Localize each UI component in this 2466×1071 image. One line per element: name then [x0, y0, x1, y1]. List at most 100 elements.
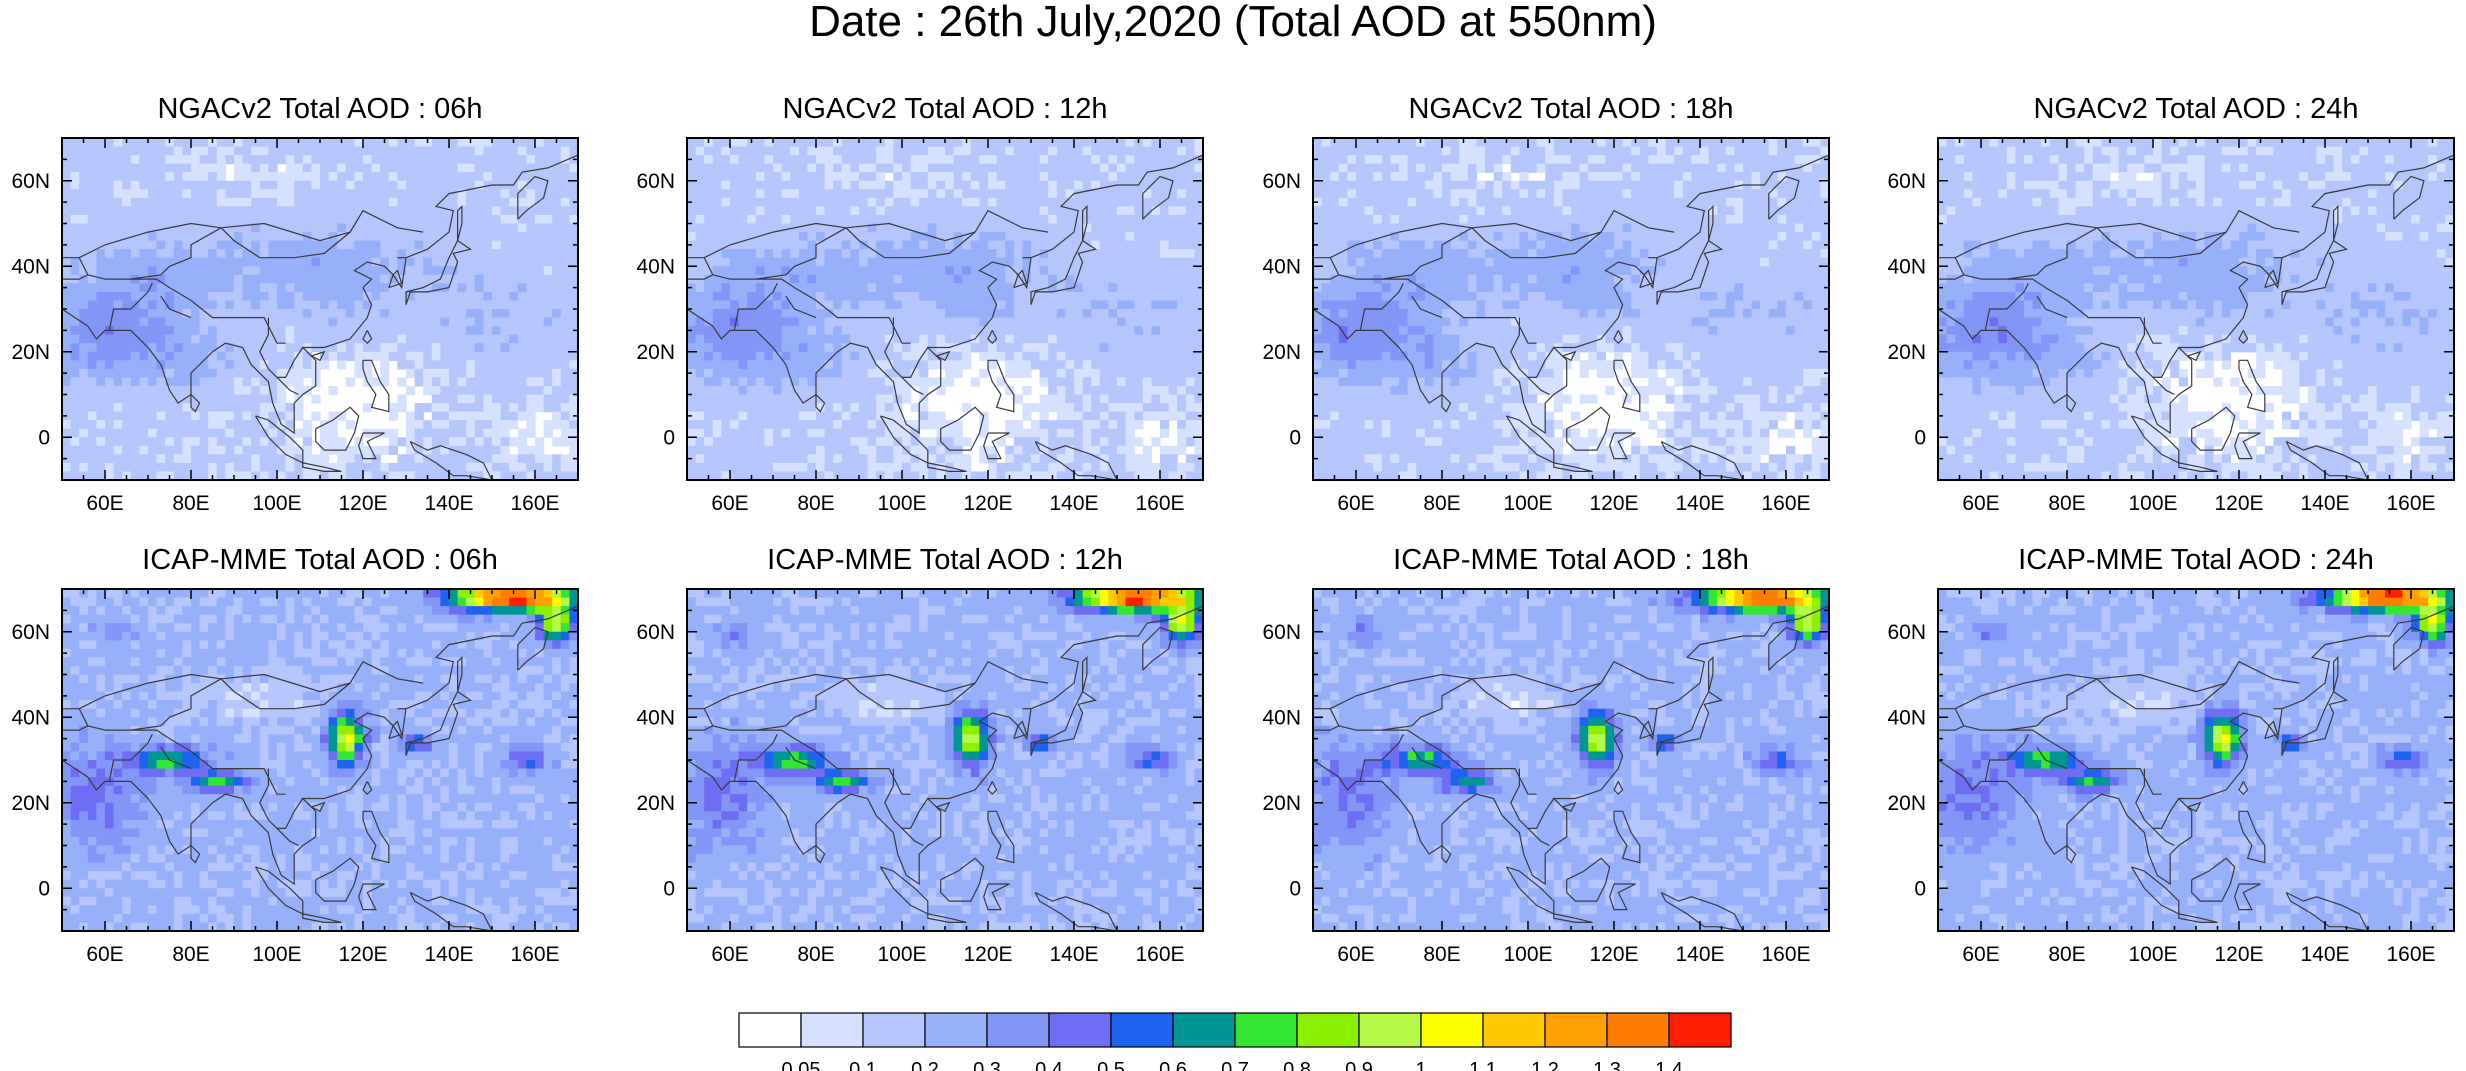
lon-tick-label: 60E: [86, 943, 123, 966]
lat-tick-label: 20N: [11, 792, 50, 815]
panel-title: NGACv2 Total AOD : 18h: [1408, 93, 1734, 125]
aod-field: [687, 138, 1203, 480]
lat-tick-label: 0: [663, 426, 675, 449]
lon-tick-label: 140E: [1049, 943, 1098, 966]
colorbar-swatch: [1606, 1012, 1670, 1048]
colorbar-label: 1.1: [1469, 1059, 1497, 1071]
lat-tick-label: 40N: [636, 255, 675, 278]
lon-tick-label: 160E: [2386, 943, 2435, 966]
lon-tick-label: 140E: [424, 943, 473, 966]
aod-field: [1938, 589, 2454, 931]
panel-title: NGACv2 Total AOD : 12h: [782, 93, 1108, 125]
colorbar-swatch: [1048, 1012, 1112, 1048]
lon-tick-label: 160E: [1761, 492, 1810, 515]
lon-tick-label: 80E: [1423, 492, 1460, 515]
figure-title: Date : 26th July,2020 (Total AOD at 550n…: [809, 0, 1657, 46]
lat-tick-label: 20N: [1262, 341, 1301, 364]
colorbar-label: 0.7: [1221, 1059, 1249, 1071]
lon-tick-label: 80E: [172, 943, 209, 966]
lon-tick-label: 100E: [1503, 943, 1552, 966]
lat-tick-label: 40N: [1262, 255, 1301, 278]
coastlines: [62, 605, 578, 931]
lon-tick-label: 140E: [1049, 492, 1098, 515]
aod-field: [62, 138, 578, 480]
colorbar-label: 1.2: [1531, 1059, 1559, 1071]
colorbar-swatch: [1668, 1012, 1732, 1048]
lon-tick-label: 120E: [2214, 492, 2263, 515]
lon-tick-label: 140E: [2300, 492, 2349, 515]
colorbar-swatch: [924, 1012, 988, 1048]
colorbar-swatch: [1544, 1012, 1608, 1048]
colorbar-label: 0.4: [1035, 1059, 1063, 1071]
lat-tick-label: 40N: [11, 706, 50, 729]
lon-tick-label: 80E: [1423, 943, 1460, 966]
lon-tick-label: 80E: [797, 492, 834, 515]
lat-tick-label: 0: [1289, 426, 1301, 449]
colorbar-swatch: [738, 1012, 802, 1048]
lon-tick-label: 100E: [2128, 492, 2177, 515]
colorbar-swatch: [1110, 1012, 1174, 1048]
lat-tick-label: 20N: [636, 341, 675, 364]
aod-map-panel: 60E 80E 100E 120E 140E 160E 60N 40N 20N 0: [636, 588, 1204, 966]
lon-tick-label: 120E: [338, 492, 387, 515]
lat-tick-label: 40N: [1262, 706, 1301, 729]
lon-tick-label: 120E: [963, 492, 1012, 515]
colorbar-swatch: [1482, 1012, 1546, 1048]
panel-title: ICAP-MME Total AOD : 12h: [767, 544, 1123, 576]
lon-tick-label: 100E: [877, 943, 926, 966]
lon-tick-label: 160E: [1761, 943, 1810, 966]
lat-tick-label: 20N: [1262, 792, 1301, 815]
lon-tick-label: 100E: [252, 943, 301, 966]
colorbar-swatch: [800, 1012, 864, 1048]
lon-tick-label: 160E: [510, 492, 559, 515]
lat-tick-label: 0: [1914, 877, 1926, 900]
lat-tick-label: 40N: [1887, 706, 1926, 729]
lat-tick-label: 0: [38, 426, 50, 449]
lat-tick-label: 40N: [11, 255, 50, 278]
colorbar-label: 1.4: [1655, 1059, 1683, 1071]
coastlines: [62, 154, 578, 480]
aod-field: [1313, 138, 1829, 480]
colorbar-swatch: [1172, 1012, 1236, 1048]
lat-tick-label: 60N: [11, 621, 50, 644]
lon-tick-label: 160E: [1135, 943, 1184, 966]
lon-tick-label: 140E: [2300, 943, 2349, 966]
colorbar-label: 0.8: [1283, 1059, 1311, 1071]
lon-tick-label: 140E: [1675, 492, 1724, 515]
lat-tick-label: 20N: [1887, 792, 1926, 815]
lon-tick-label: 100E: [252, 492, 301, 515]
lon-tick-label: 60E: [1962, 492, 1999, 515]
aod-map-panel: 60E 80E 100E 120E 140E 160E 60N 40N 20N 0: [1887, 588, 2455, 966]
coastlines: [1313, 605, 1829, 931]
lat-tick-label: 0: [38, 877, 50, 900]
lat-tick-label: 20N: [11, 341, 50, 364]
aod-map-panel: 60E 80E 100E 120E 140E 160E 60N 40N 20N 0: [636, 137, 1204, 515]
colorbar-label: 0.3: [973, 1059, 1001, 1071]
aod-map-panel: 60E 80E 100E 120E 140E 160E 60N 40N 20N 0: [11, 588, 579, 966]
lat-tick-label: 40N: [1887, 255, 1926, 278]
colorbar-label: 0.6: [1159, 1059, 1187, 1071]
panel-title: NGACv2 Total AOD : 24h: [2033, 93, 2359, 125]
aod-field: [1938, 138, 2454, 480]
lon-tick-label: 60E: [711, 492, 748, 515]
lon-tick-label: 160E: [1135, 492, 1184, 515]
lat-tick-label: 60N: [1887, 621, 1926, 644]
panel-title: NGACv2 Total AOD : 06h: [157, 93, 483, 125]
lon-tick-label: 160E: [510, 943, 559, 966]
colorbar-label: 0.5: [1097, 1059, 1125, 1071]
colorbar-swatch: [1296, 1012, 1360, 1048]
lon-tick-label: 100E: [2128, 943, 2177, 966]
aod-map-panel: 60E 80E 100E 120E 140E 160E 60N 40N 20N 0: [1262, 588, 1830, 966]
colorbar-label: 1.3: [1593, 1059, 1621, 1071]
lon-tick-label: 80E: [172, 492, 209, 515]
lon-tick-label: 80E: [797, 943, 834, 966]
aod-field: [687, 589, 1203, 931]
aod-field: [62, 589, 578, 931]
lat-tick-label: 0: [1914, 426, 1926, 449]
lon-tick-label: 100E: [877, 492, 926, 515]
lat-tick-label: 20N: [636, 792, 675, 815]
colorbar-label: 0.2: [911, 1059, 939, 1071]
panel-title: ICAP-MME Total AOD : 18h: [1393, 544, 1749, 576]
lon-tick-label: 80E: [2048, 492, 2085, 515]
panel-title: ICAP-MME Total AOD : 06h: [142, 544, 498, 576]
